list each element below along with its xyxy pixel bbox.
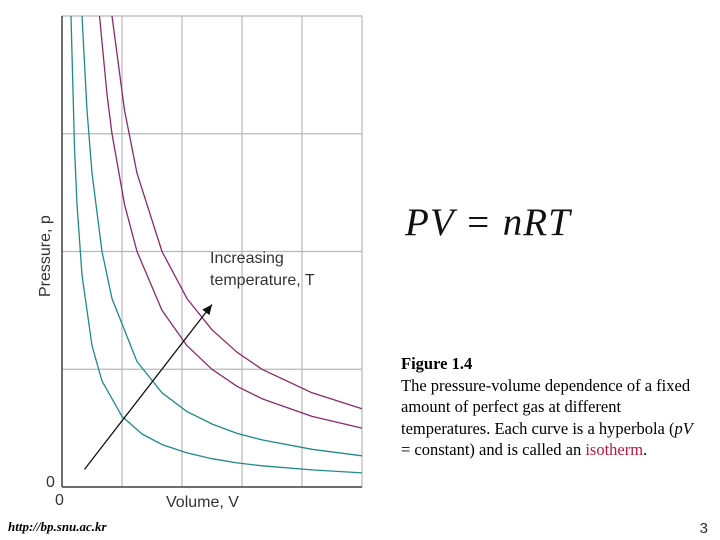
footer-url[interactable]: http://bp.snu.ac.kr — [8, 519, 107, 534]
isotherm-curve-2 — [81, 15, 363, 457]
caption-isotherm-term: isotherm — [585, 440, 644, 459]
caption-title: Figure 1.4 — [401, 354, 473, 373]
y-origin-label: 0 — [46, 474, 55, 491]
figure-caption: Figure 1.4 The pressure-volume dependenc… — [401, 353, 701, 461]
x-origin-label: 0 — [55, 492, 64, 509]
y-axis-label: Pressure, p — [37, 215, 54, 297]
isotherm-curve-4 — [111, 15, 363, 410]
caption-text-1: The pressure-volume dependence of a fixe… — [401, 375, 691, 438]
ideal-gas-formula: PV = nRT — [405, 201, 571, 244]
x-axis-label: Volume, V — [166, 494, 239, 511]
isotherm-curve-1 — [70, 15, 363, 474]
annotation-line-2: temperature, T — [210, 272, 315, 289]
chart-curves — [70, 15, 363, 474]
caption-end: . — [643, 440, 648, 459]
isotherm-curve-3 — [98, 15, 363, 429]
arrow-shaft — [83, 304, 213, 470]
caption-pv: pV — [674, 418, 693, 438]
pv-isotherm-chart: Pressure, p Volume, V 0 0 Increasing tem… — [37, 15, 363, 511]
arrow-head — [202, 304, 212, 316]
annotation-line-1: Increasing — [210, 250, 284, 267]
temperature-arrow — [83, 304, 213, 470]
caption-text-2: = constant) and is called an — [401, 440, 586, 459]
page-number: 3 — [699, 520, 708, 537]
